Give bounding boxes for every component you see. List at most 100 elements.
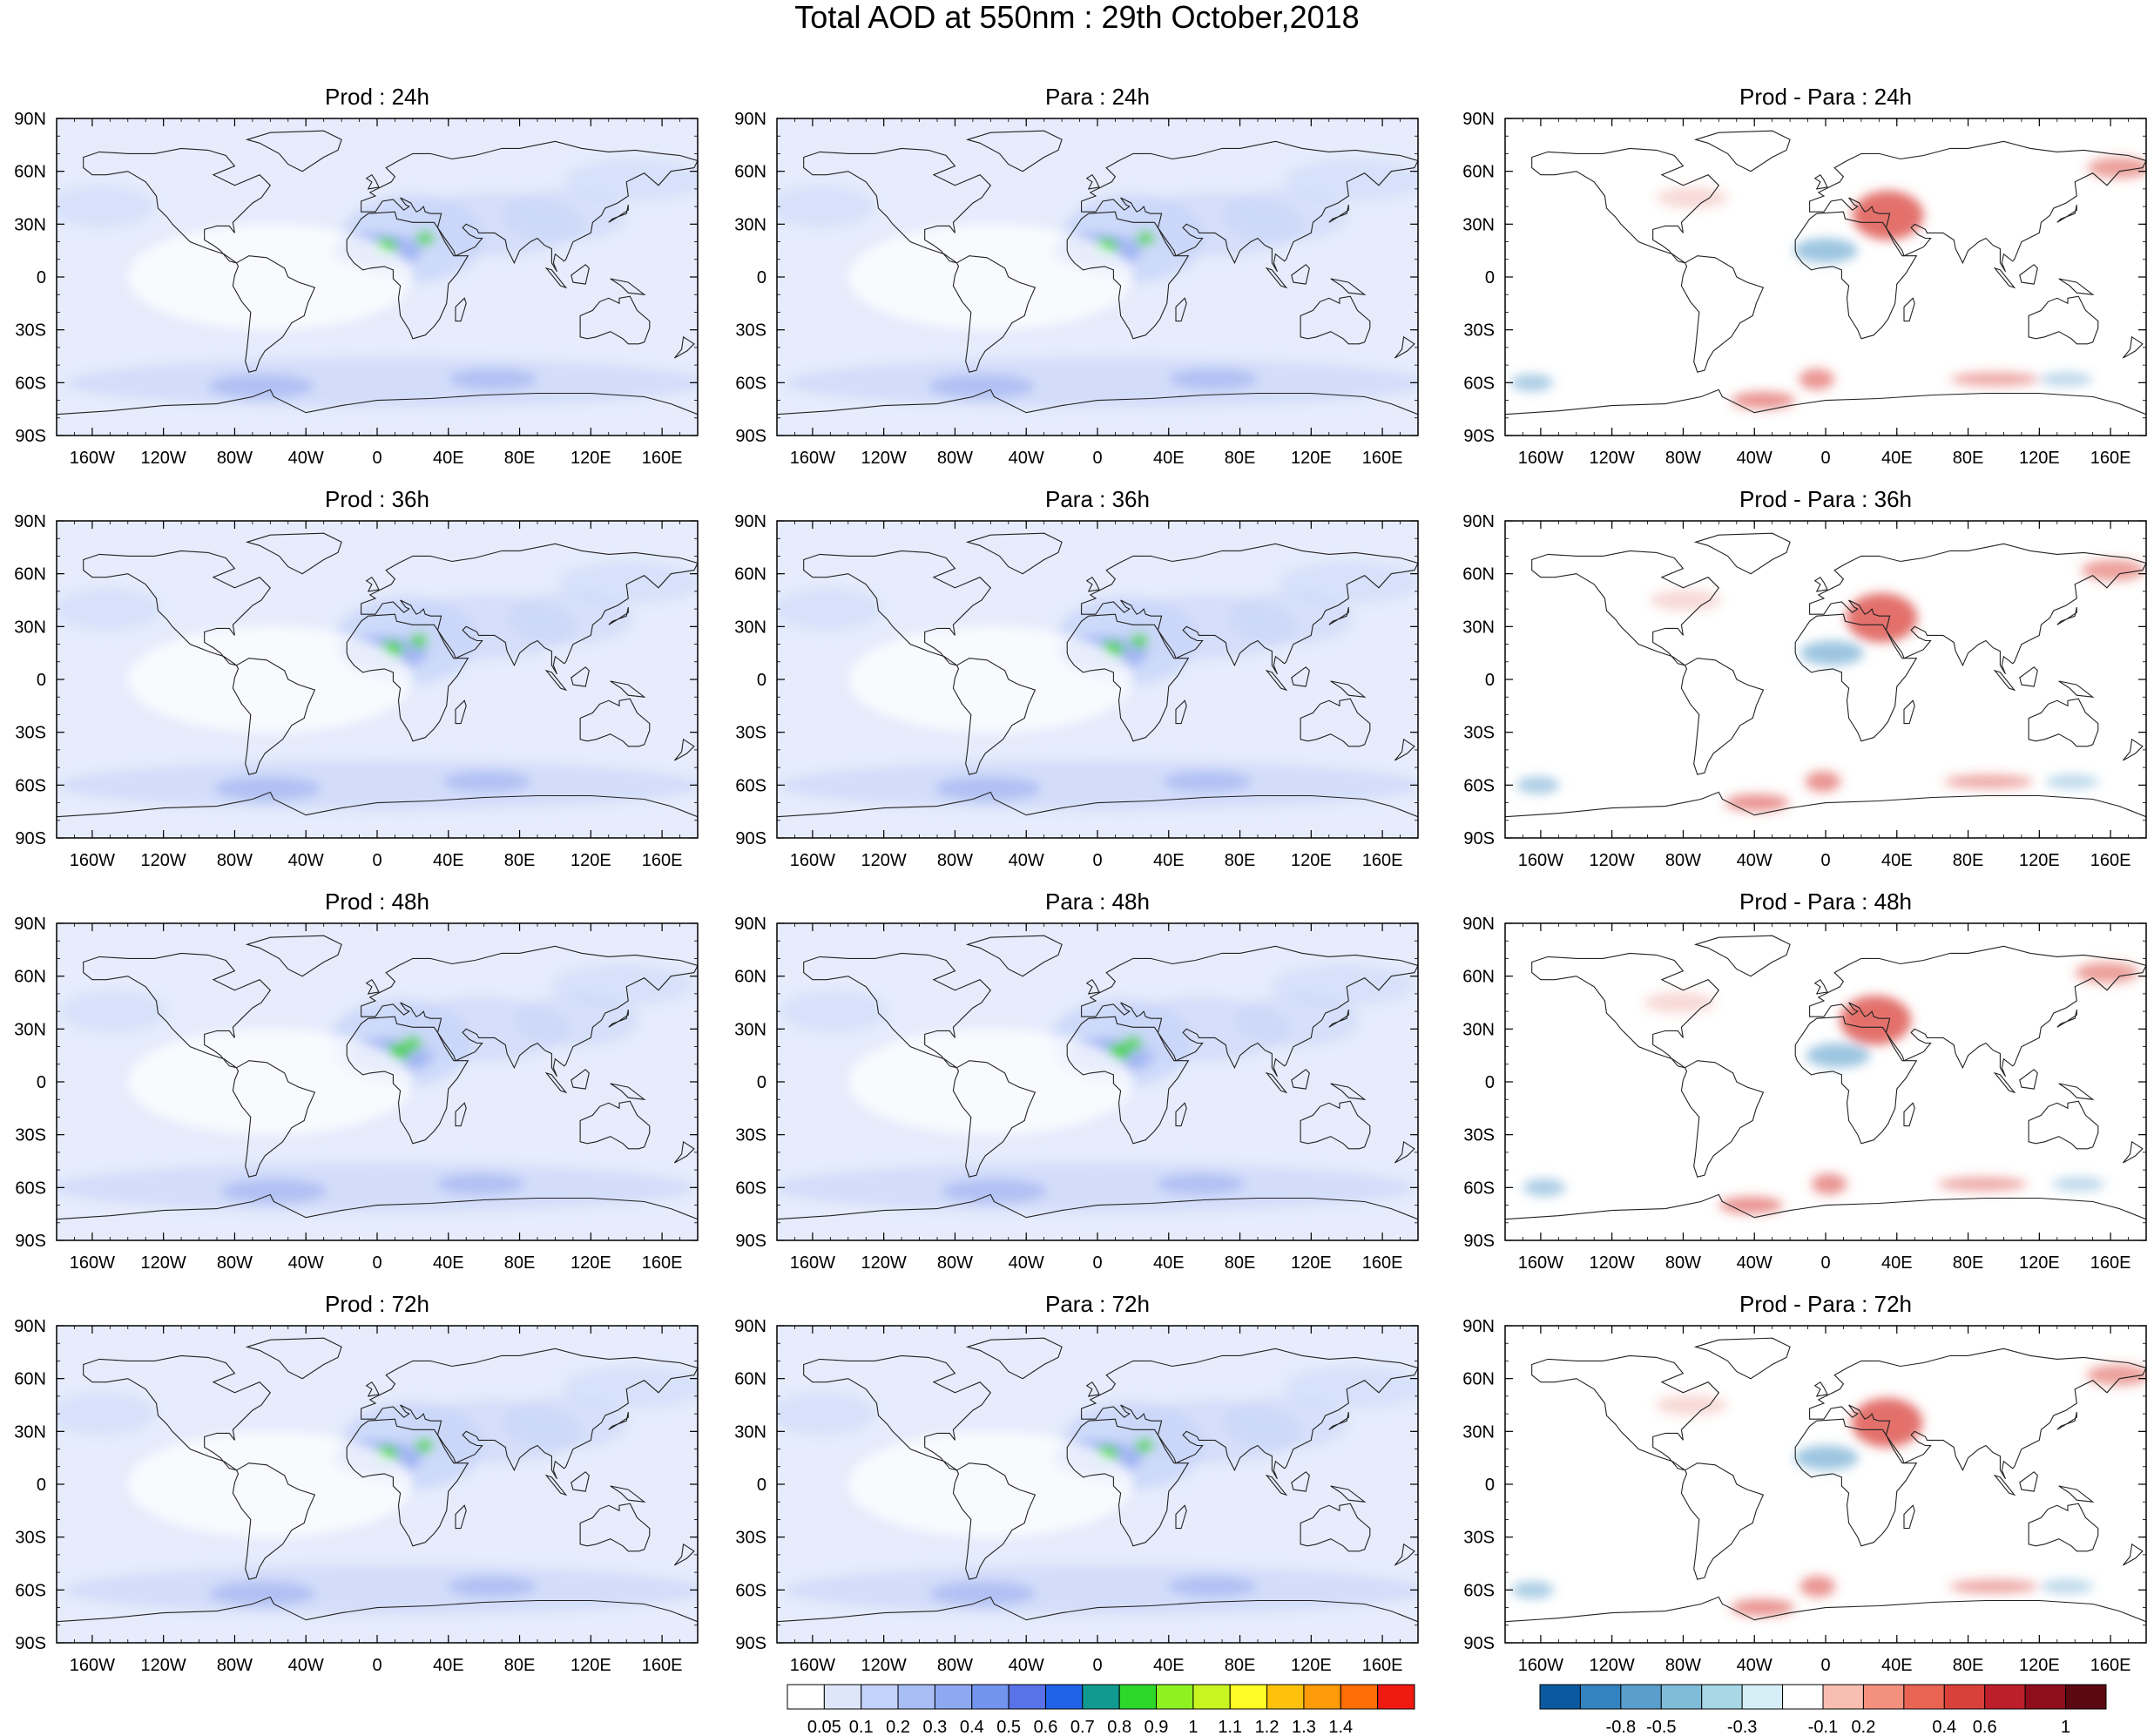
coastline-northAmerica [1531,1354,1720,1471]
field-blob [60,990,167,1033]
y-tick-label: 0 [757,268,766,287]
field-blob [1644,991,1716,1014]
colorbar-swatch [1903,1684,1945,1710]
coastline-antarcticaEdge [57,791,698,818]
colorbar-label: 0.1 [849,1718,874,1736]
coastline-borneo [1291,666,1310,687]
x-tick-label: 120W [141,449,186,468]
coastline-newGuinea [2058,1485,2095,1503]
colorbar-label: 0.9 [1145,1718,1169,1736]
field-blob [59,760,698,810]
x-tick-label: 120E [571,1656,611,1675]
field-blob [551,963,694,1007]
field-blob [928,1581,1036,1606]
coastline-antarcticaEdge [777,1193,1418,1220]
x-tick-label: 0 [1820,1253,1830,1273]
coastline-japan [2056,1009,2077,1028]
field-blob [1725,794,1790,812]
colorbar-label: -0.5 [1646,1718,1676,1736]
colorbar-label: 1.4 [1328,1718,1353,1736]
x-tick-label: 40W [288,851,324,870]
x-tick-label: 120E [571,1253,611,1273]
x-tick-label: 120E [1291,449,1332,468]
clear-region [847,1029,1133,1135]
colorbar-swatch [1660,1684,1703,1710]
colorbar-label: 0.6 [1034,1718,1058,1736]
x-tick-label: 80W [937,1656,973,1675]
x-tick-label: 80E [1225,449,1256,468]
x-tick-label: 80W [217,1253,253,1273]
coastline-northAmerica [803,147,992,264]
field-blob [57,185,155,228]
panel-title: Para : 24h [1045,84,1150,110]
y-tick-label: 90N [734,915,766,934]
x-tick-label: 160E [2090,851,2131,870]
coastline-uk [1813,173,1828,190]
colorbar-swatch [1156,1684,1194,1710]
coastline-northAmerica [1531,952,1720,1069]
colorbar-swatch [1008,1684,1046,1710]
x-tick-label: 40W [1737,449,1772,468]
field-blob [1718,1196,1783,1214]
colorbar-swatch [934,1684,973,1710]
panel-title: Prod : 72h [325,1291,429,1317]
field-blob [1846,592,1918,643]
coastline-africa [1066,211,1190,340]
x-tick-label: 40W [1009,1253,1044,1273]
coastline-uk [1813,1381,1828,1397]
field-blob [403,1036,422,1050]
coastline-nz [2122,335,2144,359]
x-tick-label: 40E [1153,1253,1185,1273]
y-tick-label: 0 [37,268,46,287]
coastline-greenland [965,532,1063,575]
y-tick-label: 60S [15,1179,46,1198]
coastline-nz [2122,1140,2144,1164]
panel-title: Prod : 48h [325,888,429,915]
x-tick-label: 120E [571,851,611,870]
coastline-newGuinea [1330,680,1367,698]
field-blob [1799,368,1835,390]
y-tick-label: 90N [734,1317,766,1336]
y-tick-label: 60S [15,776,46,795]
coastline-northAmerica [803,1354,992,1471]
field-blob [1650,589,1722,611]
x-tick-label: 0 [1092,1656,1102,1675]
y-tick-label: 60N [14,163,46,182]
colorbar-swatch [2065,1684,2107,1710]
coastline-greenland [1693,130,1791,172]
coastline-northAmerica [803,550,992,666]
coastline-australia [2028,698,2099,747]
colorbar-label: 1 [2061,1718,2070,1736]
y-tick-label: 90S [1463,1634,1495,1653]
colorbar-swatch [1943,1684,1986,1710]
coastline-eurasia [361,140,698,273]
coastline-northAmerica [803,952,992,1069]
field-blob [1136,231,1155,246]
coastline-southAmerica [952,1060,1036,1178]
x-tick-label: 160W [790,851,835,870]
coastline-nz [2122,1543,2144,1566]
coastline-eurasia [1081,1348,1418,1480]
x-tick-label: 160W [70,1253,115,1273]
coastline-australia [579,698,651,747]
coastline-southAmerica [232,1462,316,1580]
coastline-madagascar [455,1102,467,1127]
coastline-antarcticaEdge [57,1193,698,1220]
field-blob [2045,774,2099,789]
field-blob [777,587,881,631]
x-tick-label: 160W [70,1656,115,1675]
coastline-eurasia [361,1348,698,1480]
x-tick-label: 120W [141,851,186,870]
y-tick-label: 30N [1462,215,1495,234]
y-tick-label: 30S [735,1126,766,1145]
field-blob [57,1163,694,1212]
coastline-southAmerica [1680,255,1765,373]
x-tick-label: 160W [1518,449,1563,468]
x-tick-label: 80E [1953,1253,1984,1273]
coastline-newGuinea [2058,680,2095,698]
coastline-nz [673,1543,695,1566]
x-tick-label: 80E [504,1253,536,1273]
field-blob [409,633,429,648]
y-tick-label: 60N [734,1370,766,1389]
coastline-borneo [1291,1069,1310,1090]
